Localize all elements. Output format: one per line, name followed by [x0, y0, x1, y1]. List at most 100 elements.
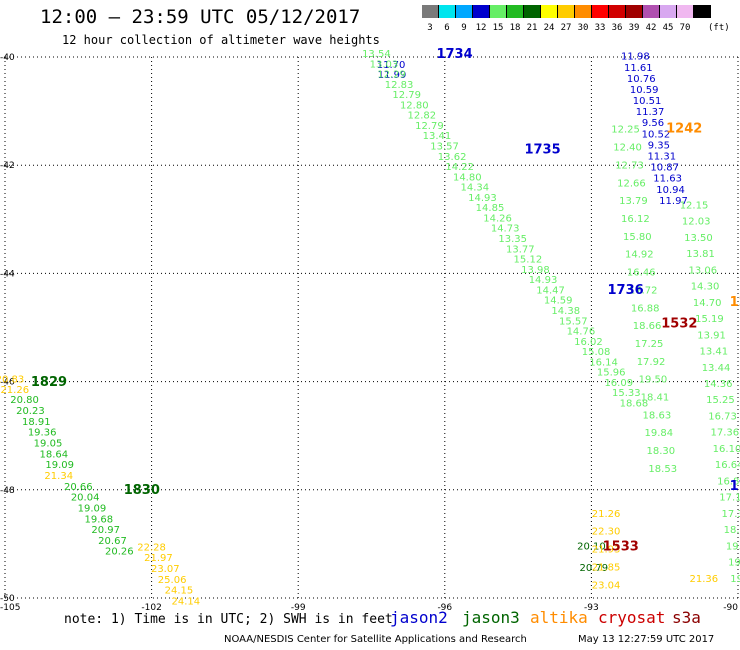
pass-time-label: 1734 [436, 47, 472, 62]
wave-height-value: 18.66 [633, 321, 662, 332]
wave-height-value: 20.80 [10, 395, 39, 406]
colorbar-swatch [490, 5, 507, 18]
wave-height-value: 15.08 [582, 347, 611, 358]
wave-height-value: 16.02 [574, 337, 603, 348]
pass-time-label: 1736 [608, 283, 644, 298]
colorbar-swatch [575, 5, 592, 18]
wave-height-value: 21.97 [144, 553, 173, 564]
colorbar-swatch [507, 5, 524, 18]
colorbar-swatch [422, 5, 439, 18]
longitude-label: -93 [584, 603, 599, 613]
wave-height-value: 13.35 [498, 234, 527, 245]
wave-height-value: 11.97 [659, 196, 688, 207]
wave-height-value: 14.34 [461, 183, 490, 194]
colorbar-swatch [524, 5, 541, 18]
wave-height-value: 16.84 [717, 476, 740, 487]
pass-time-label: 1532 [661, 317, 697, 332]
wave-height-value: 14.38 [551, 306, 580, 317]
wave-height-value: 19.68 [85, 514, 114, 525]
wave-height-value: 20.04 [71, 493, 100, 504]
wave-height-value: 17.36 [710, 428, 739, 439]
pass-time-labels: 1734 1735 1736 1737 1242 1241 1829 1830 1532 1533 [31, 47, 740, 554]
longitude-label: -90 [723, 603, 738, 613]
wave-height-value: 13.79 [619, 196, 648, 207]
colorbar-label: 27 [560, 23, 572, 33]
wave-height-value: 9.35 [648, 140, 670, 151]
wave-height-value: 22.30 [592, 527, 621, 538]
wave-height-value: 24.15 [165, 586, 194, 597]
wave-height-value: 21.26 [0, 385, 29, 396]
colorbar-label: 33 [594, 23, 606, 33]
wave-height-value: 12.03 [682, 217, 711, 228]
wave-height-value: 14.30 [691, 282, 720, 293]
wave-height-value: 13.06 [688, 265, 717, 276]
legend-note: note: 1) Time is in UTC; 2) SWH is in fe… [64, 612, 393, 627]
map-title: 12:00 – 23:59 UTC 05/12/2017 [40, 6, 361, 28]
wave-height-value: 14.36 [704, 379, 733, 390]
wave-height-value: 9.56 [642, 118, 664, 129]
generated-timestamp: May 13 12:27:59 UTC 2017 [578, 634, 715, 645]
longitude-label: -105 [0, 603, 20, 613]
wave-height-value: 20.79 [580, 563, 609, 574]
wave-height-value: 21.34 [44, 471, 73, 482]
wave-height-value: 13.54 [362, 49, 391, 60]
wave-height-value: 12.25 [611, 125, 640, 136]
wave-height-value: 17.25 [635, 339, 664, 350]
latitude-label: -46 [0, 378, 15, 388]
wave-height-value: 15.80 [623, 232, 652, 243]
pass-time-label: 1533 [603, 539, 639, 554]
wave-height-value: 23.07 [151, 564, 180, 575]
track-altika-right-a: 21.26 22.30 21.93 21.85 23.04 [592, 509, 621, 591]
wave-height-value: 19.12 [730, 574, 740, 585]
pass-time-label: 1737 [730, 479, 740, 494]
colorbar-swatch [660, 5, 677, 18]
wave-height-value: 13.41 [699, 347, 728, 358]
wave-height-value: 18.68 [620, 398, 649, 409]
wave-height-value: 13.41 [423, 131, 452, 142]
pass-time-label: 1242 [666, 122, 702, 137]
colorbar-label: 42 [645, 23, 657, 33]
colorbar-label: 24 [543, 23, 555, 33]
pass-time-label: 1829 [31, 375, 67, 390]
latitude-label: -42 [0, 161, 15, 171]
wave-height-value: 21.36 [689, 574, 718, 585]
wave-height-value: 14.59 [544, 296, 573, 307]
colorbar-swatch [609, 5, 626, 18]
wave-height-value: 17.13 [719, 493, 740, 504]
wave-height-value: 16.46 [627, 268, 656, 279]
colorbar-swatch [473, 5, 490, 18]
wave-height-value: 15.12 [514, 255, 543, 266]
colorbar-label: 30 [577, 23, 589, 33]
wave-height-value: 22.28 [137, 542, 166, 553]
wave-height-value: 17.37 [721, 509, 740, 520]
wave-height-value: 11.63 [653, 174, 682, 185]
wave-height-value: 20.10 [577, 541, 606, 552]
colorbar-swatch [643, 5, 660, 18]
wave-height-value: 13.81 [686, 249, 715, 260]
wave-height-value: 14.73 [491, 224, 520, 235]
wave-height-value: 17.92 [637, 357, 666, 368]
track-jason3-right-b: 20.10 20.79 [577, 541, 608, 574]
wave-height-value: 11.70 [377, 60, 406, 71]
colorbar-swatch [694, 5, 711, 18]
pass-time-label: 1735 [524, 142, 560, 157]
longitude-label: -96 [437, 603, 452, 613]
wave-height-value: 14.93 [468, 193, 497, 204]
latitude-label: -50 [0, 594, 15, 604]
wave-height-value: 15.57 [559, 316, 588, 327]
wave-height-value: 11.98 [621, 52, 650, 63]
wave-height-value: 24.14 [171, 596, 200, 607]
wave-height-value: 20.66 [64, 482, 93, 493]
colorbar-label: 36 [611, 23, 623, 33]
colorbar-label: 12 [475, 23, 487, 33]
wave-height-value: 16.73 [708, 411, 737, 422]
wave-height-value: 25.06 [158, 575, 187, 586]
track-jason2-right-a: 11.9811.6110.7610.5910.5111.379.5610.529… [621, 52, 688, 207]
wave-height-value: 14.70 [693, 298, 722, 309]
wave-height-value: 21.85 [592, 562, 621, 573]
wave-height-value: 14.93 [529, 275, 558, 286]
wave-height-value: 19.84 [645, 428, 674, 439]
wave-height-value: 19.05 [34, 439, 63, 450]
